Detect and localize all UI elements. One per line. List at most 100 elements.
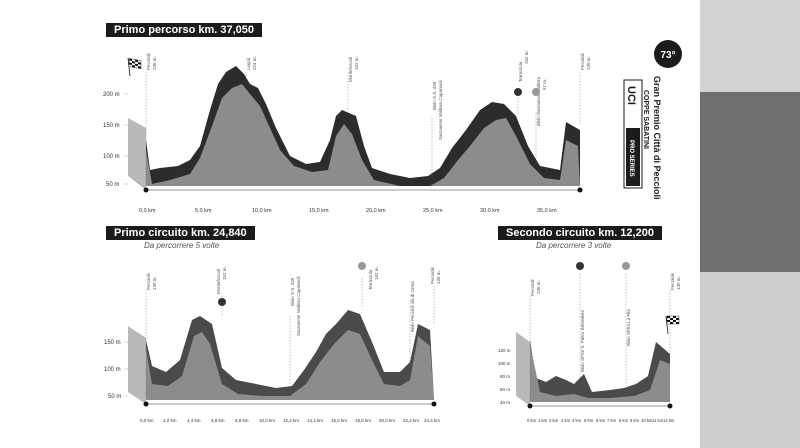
- route-place-alt: 57 m.: [542, 79, 547, 90]
- uci-card-dark: [626, 128, 640, 186]
- circuit1-xtick: 20,0 km: [379, 418, 395, 423]
- circuit1-place-label: Terricciola: [368, 269, 373, 290]
- climb-icon: [532, 88, 540, 96]
- circuit2-xtick: 3 km: [561, 418, 571, 423]
- sprint-icon: [218, 298, 226, 306]
- circuit2-ytick: 40 m: [500, 400, 510, 405]
- route-xtick: 30,0 km: [480, 208, 500, 214]
- circuit1-xtick: 6,6 km: [211, 418, 225, 423]
- route-place-alt: 162 m.: [524, 50, 529, 64]
- circuit1-profile: 150 m 100 m 50 m 0,0 km 2,2 km 4,4 km 6,…: [104, 262, 441, 423]
- circuit2-xtick: 8 km: [619, 418, 629, 423]
- event-logo: 73° Gran Premio Città di Peccioli COPPE …: [623, 40, 682, 200]
- uci-logo-text: UCI: [625, 86, 637, 105]
- route-place-label: Terricciola: [518, 61, 523, 82]
- sprint-icon: [576, 262, 584, 270]
- circuit1-xtick: 10,0 km: [259, 418, 275, 423]
- route-place-alt: 224 m.: [252, 56, 257, 70]
- route-place-label: Bivio Sarzanese Valdera: [536, 77, 541, 126]
- circuit2-xtick: 5 km: [584, 418, 594, 423]
- edge-tab-middle: [700, 92, 800, 272]
- circuit2-profile: 120 m 100 m 80 m 60 m 40 m 0 km 1 km 2 k…: [498, 262, 681, 423]
- route-xtick: 35,0 km: [537, 208, 557, 214]
- climb-icon: [358, 262, 366, 270]
- circuit2-place-label: Bivio SP26 S. Pietro Belvedere: [580, 309, 585, 372]
- circuit2-xtick: 0 km: [527, 418, 537, 423]
- circuit1-place-alt: 130 m.: [436, 270, 441, 284]
- circuit1-end-dot: [431, 401, 437, 407]
- sprint-icon: [514, 88, 522, 96]
- circuit2-place-alt: 130 m.: [536, 280, 541, 294]
- circuit1-title: Primo circuito km. 24,840: [106, 226, 255, 240]
- circuit2-xtick: 12 km: [663, 418, 675, 423]
- circuit1-xtick: 0,0 km: [140, 418, 154, 423]
- circuit1-xtick: 18,8 km: [355, 418, 371, 423]
- circuit1-xtick: 2,2 km: [163, 418, 177, 423]
- route-side-face: [128, 118, 146, 190]
- circuit2-side-face: [516, 332, 530, 406]
- route-title: Primo percorso km. 37,050: [106, 23, 263, 37]
- circuit2-profile-front: [530, 344, 670, 402]
- edition-number: 73°: [660, 50, 675, 61]
- circuit2-xtick: 11 km: [652, 418, 664, 423]
- event-name: Gran Premio Città di Peccioli: [652, 76, 662, 200]
- circuit1-place-label: Pecciolii: [146, 273, 151, 290]
- circuit2-xtick: 9 km: [630, 418, 640, 423]
- circuit1-place-label: Bivio S.S. 439: [290, 277, 295, 306]
- circuit2-place-alt: 130 m.: [676, 276, 681, 290]
- uci-series-text: PRO SERIES: [628, 140, 634, 177]
- route-place-alt: 130 m.: [152, 56, 157, 70]
- route-place-label: Pecciolii: [146, 53, 151, 70]
- route-profile-front: [146, 84, 580, 186]
- route-ytick: 150 m: [103, 123, 120, 129]
- circuit2-xtick: 1 km: [538, 418, 548, 423]
- circuit1-ytick: 50 m: [108, 394, 121, 400]
- circuit2-ytick: 80 m: [500, 374, 510, 379]
- circuit2-ytick: 60 m: [500, 387, 510, 392]
- event-subtitle: COPPE SABATINI: [642, 90, 649, 149]
- circuit1-side-face: [128, 326, 146, 404]
- circuit1-profile-front: [146, 330, 434, 400]
- circuit1-place-label: Pecciolii: [430, 267, 435, 284]
- circuit2-end-dot: [667, 403, 673, 409]
- circuit1-place-label: Montefoscoli: [216, 269, 221, 294]
- circuit1-xtick: 24,4 km: [424, 418, 440, 423]
- circuit2-start-dot: [527, 403, 533, 409]
- edge-tab-top: [700, 0, 800, 92]
- circuit2-xtick: 6 km: [596, 418, 606, 423]
- circuit2-ytick: 120 m: [498, 348, 511, 353]
- circuit1-place-label: Bivio Peccioli via di Greta: [410, 281, 415, 332]
- route-place-alt: Sarzanese Valdera Capannoli: [438, 81, 443, 140]
- route-start-dot: [143, 187, 149, 193]
- circuit1-xtick: 16,6 km: [331, 418, 347, 423]
- circuit1-place-alt: 130 m.: [152, 276, 157, 290]
- route-xtick: 15,0 km: [309, 208, 329, 214]
- page-edge-tabs: [700, 0, 800, 448]
- circuit1-xtick: 12,2 km: [283, 418, 299, 423]
- edge-tab-bottom: [700, 272, 800, 448]
- circuit1-xtick: 22,2 km: [403, 418, 419, 423]
- route-ytick: 200 m: [103, 92, 120, 98]
- circuit1-xtick: 14,4 km: [307, 418, 323, 423]
- circuit2-ridge-dark: [530, 340, 670, 402]
- circuit1-ytick: 150 m: [104, 340, 121, 346]
- circuit2-title: Secondo circuito km. 12,200: [498, 226, 662, 240]
- circuit2-xtick: 4 km: [572, 418, 582, 423]
- circuit2-place-label: Pecciolii: [530, 279, 535, 296]
- route-place-label: Legoli: [246, 58, 251, 70]
- circuit1-start-dot: [143, 401, 149, 407]
- checkered-flag-icon: [665, 315, 680, 335]
- circuit2-place-label: Bivio SP64 La Fila: [626, 309, 631, 346]
- edition-badge: [654, 40, 682, 68]
- circuit2-place-label: Pecciolii: [670, 273, 675, 290]
- route-xtick: 0,0 km: [139, 208, 156, 214]
- route-ytick: 50 m: [106, 182, 119, 188]
- circuit2-subtitle: Da percorrere 3 volte: [536, 241, 612, 250]
- route-place-alt: 130 m.: [586, 56, 591, 70]
- circuit2-ytick: 100 m: [498, 361, 511, 366]
- climb-icon: [622, 262, 630, 270]
- route-end-dot: [577, 187, 583, 193]
- circuit1-place-alt: 162 m.: [374, 266, 379, 280]
